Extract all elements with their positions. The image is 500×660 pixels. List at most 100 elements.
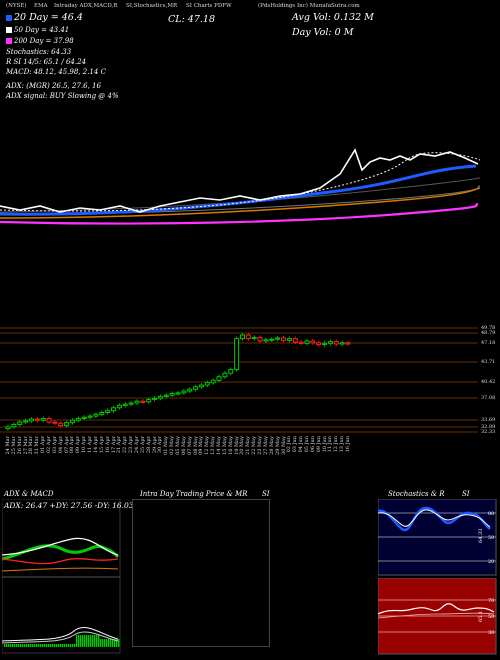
- price-label: 47.18: [481, 340, 496, 346]
- stochastics-value: Stochastics: 64.33: [6, 48, 72, 56]
- macd-bar: [46, 644, 48, 647]
- macd-bar: [102, 639, 104, 647]
- macd-bar: [14, 644, 16, 647]
- adx-panel-frame: [2, 499, 121, 654]
- candle-body: [163, 394, 169, 397]
- macd-bar: [116, 639, 118, 647]
- macd-bar: [18, 644, 20, 647]
- macd-bar: [88, 635, 90, 647]
- stoch-panel-si: SI: [462, 490, 470, 498]
- candle-body: [222, 372, 228, 378]
- candle-body: [322, 342, 328, 346]
- macd-bar: [92, 635, 94, 647]
- candle-body: [245, 334, 251, 340]
- adx-signal: ADX signal: BUY Slowing @ 4%: [6, 92, 119, 100]
- stoch-current-value: 64.33: [478, 529, 484, 543]
- ema20-line: [0, 164, 477, 216]
- candle-body: [316, 342, 322, 346]
- candle-body: [105, 410, 111, 414]
- macd-bar: [104, 639, 106, 647]
- candle-body: [34, 418, 40, 421]
- ema-orange-line: [0, 187, 481, 219]
- macd-bar: [22, 644, 24, 647]
- intraday-panel: [132, 499, 270, 647]
- candle-body: [204, 382, 210, 386]
- date-label: 29 May: [274, 436, 281, 455]
- macd-bar: [56, 644, 58, 647]
- price-label: 32.89: [481, 424, 496, 430]
- macd-bar: [66, 644, 68, 647]
- candle-body: [193, 386, 199, 390]
- macd-bar: [68, 644, 70, 647]
- candle-body: [140, 400, 146, 403]
- candle-body: [281, 337, 287, 341]
- macd-bar: [24, 644, 26, 647]
- candle-body: [40, 417, 46, 421]
- macd-bar: [100, 639, 102, 647]
- macd-bar: [48, 644, 50, 647]
- moving-average-chart: [0, 130, 500, 240]
- stoch-tick: 80: [488, 511, 494, 517]
- candle-body: [216, 376, 222, 381]
- rsi-current-value: 65.1: [478, 611, 484, 622]
- candle-body: [81, 416, 87, 419]
- ema20-swatch: [6, 14, 12, 21]
- price-label: 33.69: [481, 417, 496, 423]
- macd-bar: [44, 644, 46, 647]
- macd-bar: [112, 639, 114, 647]
- stoch-panel-title: Stochastics & R: [388, 490, 445, 498]
- indicator-legend: 20 Day = 46.4 50 Day = 43.41 200 Day = 3…: [6, 12, 119, 100]
- date-label: 16 Apr: [104, 436, 111, 454]
- date-label: 28 Apr: [145, 436, 152, 454]
- macd-bar: [60, 644, 62, 647]
- intraday-panel-title: Intra Day Trading Price & MR: [140, 490, 248, 498]
- ema50-swatch: [6, 27, 12, 33]
- date-label: 07 May: [186, 436, 193, 455]
- macd-line: [2, 626, 119, 642]
- macd-bar: [38, 644, 40, 647]
- date-label: 15 Apr: [98, 436, 105, 454]
- macd-bar: [64, 644, 66, 647]
- macd-bar: [108, 639, 110, 647]
- candle-body: [187, 388, 193, 392]
- macd-bar: [62, 644, 64, 647]
- rsi-tick: 70: [488, 598, 494, 604]
- candle-body: [263, 339, 269, 342]
- candle-body: [239, 334, 245, 340]
- price-label: 43.71: [481, 359, 496, 365]
- candle-body: [169, 392, 175, 396]
- candle-body: [269, 338, 275, 341]
- candle-body: [122, 403, 128, 406]
- macd-bar: [32, 644, 34, 647]
- macd-bar: [84, 635, 86, 647]
- macd-bar: [90, 635, 92, 647]
- price-line: [0, 148, 479, 213]
- rsi-panel: 70 50 30 65.1: [378, 578, 497, 655]
- price-label: 40.42: [481, 379, 496, 385]
- close-price: CL: 47.18: [168, 14, 215, 25]
- candle-body: [304, 340, 310, 344]
- candle-body: [257, 336, 263, 342]
- price-label: 37.08: [481, 395, 496, 401]
- macd-bar: [30, 644, 32, 647]
- macd-bar: [26, 644, 28, 647]
- candle-body: [292, 338, 298, 343]
- date-label: 25 Apr: [139, 436, 146, 454]
- macd-bar: [78, 635, 80, 647]
- candle-body: [58, 422, 64, 427]
- candle-body: [52, 421, 58, 424]
- header-item: EMA: [34, 3, 48, 9]
- candle-body: [234, 338, 240, 371]
- macd-bar: [4, 644, 6, 647]
- header-item: (PdsHoldings Inc) MunafaSutra.com: [258, 3, 360, 9]
- rsi-tick: 50: [488, 614, 494, 620]
- date-label: 06 May: [180, 436, 187, 455]
- macd-bar: [20, 644, 22, 647]
- ema200-line: [0, 202, 479, 225]
- macd-bar: [36, 644, 38, 647]
- date-label: 15 May: [221, 436, 228, 455]
- macd-bar: [94, 635, 96, 647]
- adx-line: [2, 537, 119, 556]
- header-item: SI,Stochastics,MR: [126, 3, 178, 9]
- signal-line: [2, 631, 119, 644]
